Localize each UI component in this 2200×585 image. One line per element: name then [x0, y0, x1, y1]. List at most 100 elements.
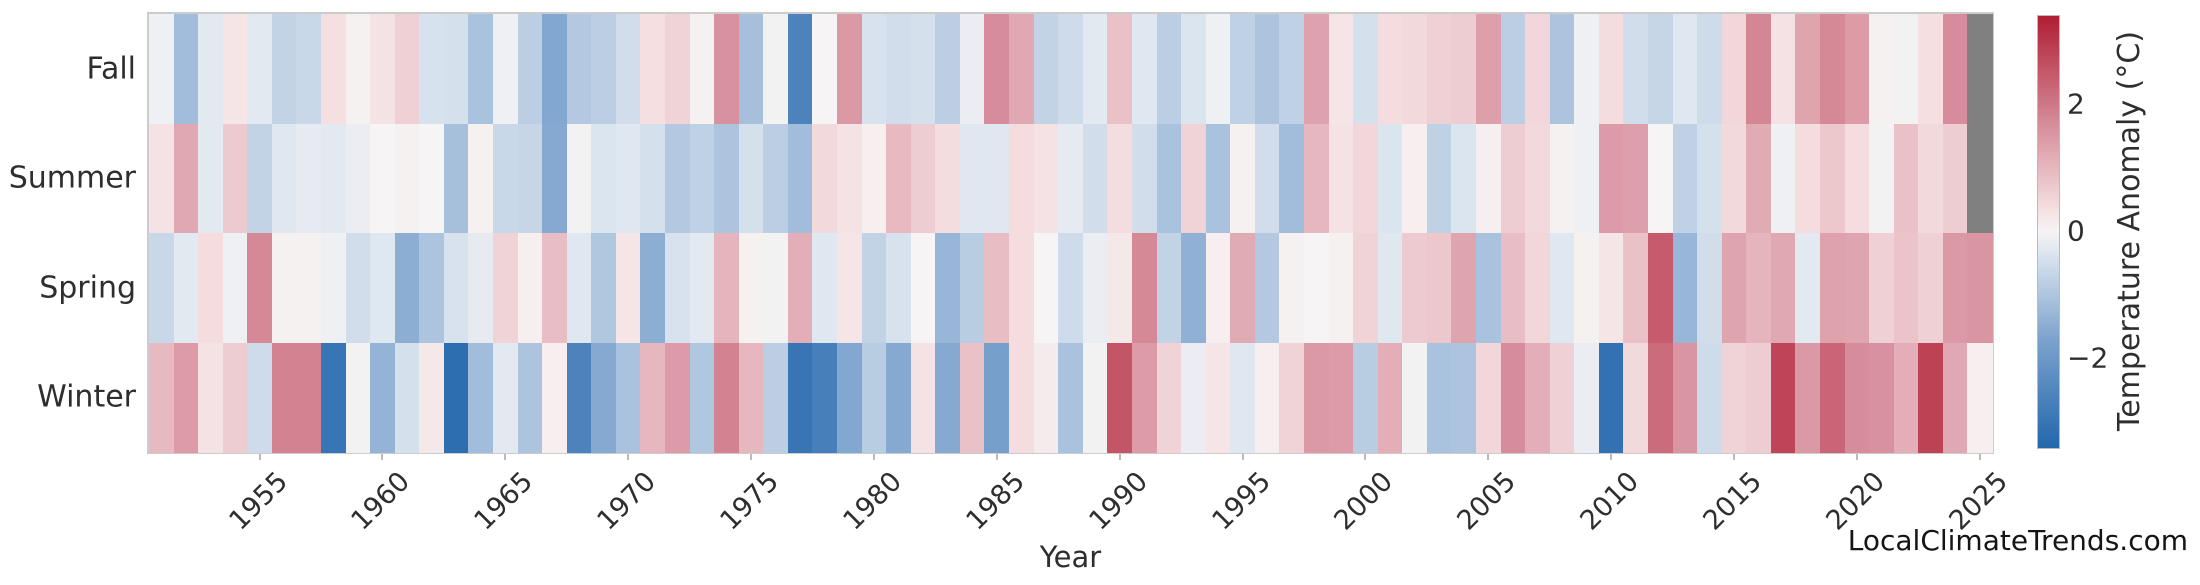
heatmap-cell: [517, 14, 543, 125]
heatmap-cell: [1697, 342, 1723, 453]
heatmap-cell: [1697, 233, 1723, 344]
heatmap-cell: [1500, 123, 1526, 234]
heatmap-cell: [493, 14, 519, 125]
heatmap-cell: [640, 342, 666, 453]
heatmap-cell: [1525, 342, 1551, 453]
heatmap-cell: [1377, 123, 1403, 234]
heatmap-cell: [1549, 123, 1575, 234]
colorbar-tick-label: 2: [2067, 87, 2085, 121]
heatmap-cell: [1574, 342, 1600, 453]
heatmap-cell: [1475, 123, 1502, 234]
y-tick-label-summer: Summer: [8, 160, 136, 196]
heatmap-cell: [763, 14, 789, 125]
heatmap-cell: [665, 233, 691, 344]
heatmap-cell: [1328, 14, 1354, 125]
heatmap-cell: [1451, 233, 1477, 344]
heatmap-cell: [1426, 14, 1452, 125]
heatmap-cell: [1500, 14, 1526, 125]
heatmap-cell: [1353, 123, 1379, 234]
colorbar-tick-label: −2: [2067, 341, 2109, 375]
heatmap-cell: [247, 233, 273, 344]
heatmap-cell: [763, 342, 789, 453]
heatmap-cell: [1623, 14, 1649, 125]
heatmap-cell: [689, 14, 715, 125]
heatmap-cell: [1893, 233, 1919, 344]
heatmap-cell: [1844, 342, 1870, 453]
heatmap-cell: [1770, 342, 1796, 453]
heatmap-cell: [542, 233, 568, 344]
heatmap-cell: [517, 342, 543, 453]
heatmap-cell: [1869, 123, 1895, 234]
heatmap-cell: [1131, 123, 1158, 234]
heatmap-cell: [1377, 342, 1403, 453]
heatmap-cell: [1623, 342, 1649, 453]
heatmap-cell: [493, 123, 519, 234]
heatmap-cell: [787, 14, 814, 125]
heatmap-cell: [763, 123, 789, 234]
heatmap-cell: [1549, 233, 1575, 344]
heatmap-cell: [1967, 14, 1993, 125]
heatmap-cell: [1844, 123, 1870, 234]
heatmap-cell: [1623, 233, 1649, 344]
heatmap-cell: [1525, 14, 1551, 125]
heatmap-cell: [370, 233, 396, 344]
heatmap-cell: [370, 123, 396, 234]
x-tick-label: 2000: [1328, 466, 1400, 537]
heatmap-cell: [640, 14, 666, 125]
heatmap-cell: [1426, 342, 1452, 453]
heatmap-cell: [640, 233, 666, 344]
heatmap-cell: [443, 233, 470, 344]
heatmap-cell: [345, 342, 371, 453]
heatmap-cell: [222, 342, 248, 453]
heatmap-cell: [1230, 123, 1256, 234]
heatmap-cell: [1058, 342, 1084, 453]
heatmap-cell: [1451, 123, 1477, 234]
heatmap-cell: [1279, 233, 1305, 344]
heatmap-cell: [1795, 123, 1821, 234]
heatmap-cell: [1451, 342, 1477, 453]
heatmap-cell: [1967, 233, 1993, 344]
heatmap-cell: [1647, 342, 1674, 453]
heatmap-cell: [222, 123, 248, 234]
heatmap-cell: [1549, 342, 1575, 453]
heatmap-cell: [1672, 14, 1698, 125]
heatmap-cell: [591, 342, 617, 453]
heatmap-cell: [787, 123, 814, 234]
heatmap-cell: [247, 342, 273, 453]
heatmap-cell: [1869, 233, 1895, 344]
heatmap-cell: [738, 14, 764, 125]
heatmap-cell: [542, 14, 568, 125]
heatmap-cell: [1918, 233, 1944, 344]
heatmap-cell: [714, 123, 740, 234]
heatmap-cell: [1254, 342, 1280, 453]
heatmap-cell: [1033, 342, 1059, 453]
heatmap-cell: [173, 14, 199, 125]
heatmap-cell: [1303, 342, 1330, 453]
heatmap-cell: [271, 123, 298, 234]
heatmap-cell: [1402, 14, 1428, 125]
x-tick-mark: [1978, 454, 1981, 460]
heatmap-cell: [1279, 342, 1305, 453]
heatmap-cell: [714, 14, 740, 125]
heatmap-cell: [984, 14, 1010, 125]
heatmap-cell: [1598, 342, 1624, 453]
heatmap-cell: [149, 233, 175, 344]
heatmap-cell: [271, 342, 298, 453]
heatmap-cell: [1009, 342, 1035, 453]
x-tick-mark: [504, 454, 507, 460]
heatmap-cell: [1918, 14, 1944, 125]
heatmap-cell: [443, 14, 470, 125]
heatmap-cell: [1942, 233, 1969, 344]
heatmap-cell: [1131, 342, 1158, 453]
heatmap-cell: [370, 342, 396, 453]
heatmap-cell: [1525, 233, 1551, 344]
heatmap-cell: [1672, 342, 1698, 453]
heatmap-cell: [665, 342, 691, 453]
heatmap-cell: [1574, 233, 1600, 344]
heatmap-cell: [149, 14, 175, 125]
heatmap-cell: [1795, 233, 1821, 344]
x-tick-mark: [872, 454, 875, 460]
heatmap-cell: [1254, 14, 1280, 125]
x-tick-label: 1960: [345, 466, 417, 537]
x-tick-mark: [1487, 454, 1490, 460]
